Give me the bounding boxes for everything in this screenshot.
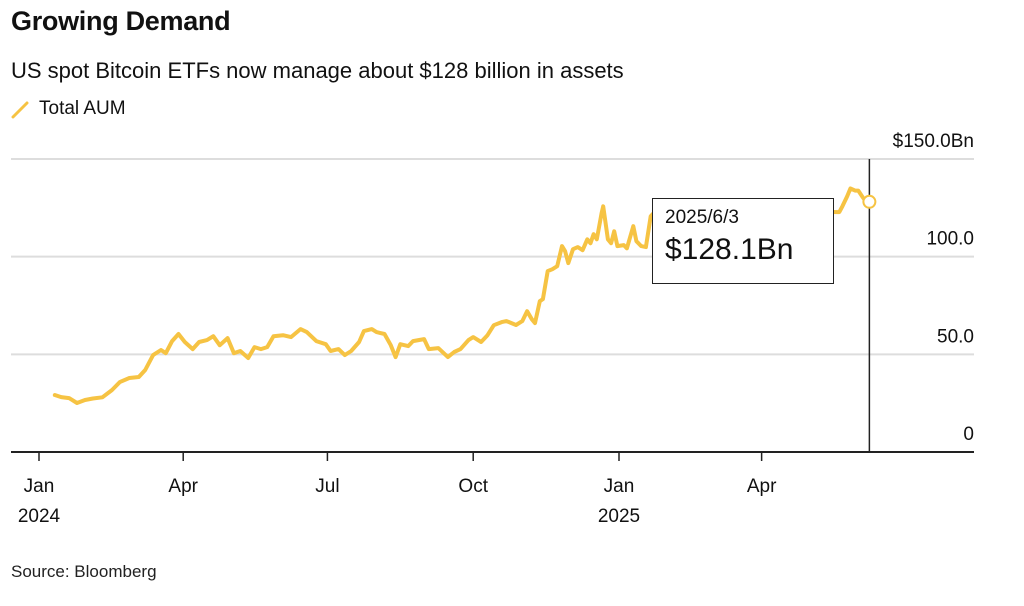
y-tick-label: 100.0 <box>926 229 974 250</box>
source-note: Source: Bloomberg <box>11 562 157 581</box>
chart-subtitle: US spot Bitcoin ETFs now manage about $1… <box>11 58 624 83</box>
tooltip-value: $128.1Bn <box>665 233 794 266</box>
series-lines <box>52 186 872 405</box>
x-tick-label: Apr <box>168 476 198 497</box>
y-tick-label: $150.0Bn <box>893 131 974 152</box>
x-tick-year-label: 2024 <box>18 506 61 527</box>
tooltip-date: 2025/6/3 <box>665 207 739 228</box>
y-tick-label: 0 <box>963 424 974 445</box>
x-tick-year-label: 2025 <box>598 506 640 527</box>
legend-line-icon <box>11 101 29 119</box>
y-tick-label: 50.0 <box>937 326 974 347</box>
x-tick-label: Jan <box>604 476 635 497</box>
series-line-total-aum <box>52 186 872 405</box>
x-tick-label: Oct <box>458 476 488 497</box>
y-axis-labels: 0 50.0 100.0 $150.0Bn <box>893 131 974 445</box>
x-axis: Jan 2024 Apr Jul Oct Jan 2025 Apr <box>11 451 974 527</box>
legend: Total AUM <box>11 98 126 120</box>
legend-label: Total AUM <box>39 98 126 119</box>
cursor-layer <box>862 159 877 452</box>
tooltip: 2025/6/3 $128.1Bn <box>652 198 834 284</box>
x-tick-label: Jan <box>24 476 55 497</box>
x-tick-label: Apr <box>747 476 777 497</box>
x-tick-label: Jul <box>315 476 339 497</box>
cursor-marker <box>862 194 877 209</box>
chart-title: Growing Demand <box>11 6 231 36</box>
